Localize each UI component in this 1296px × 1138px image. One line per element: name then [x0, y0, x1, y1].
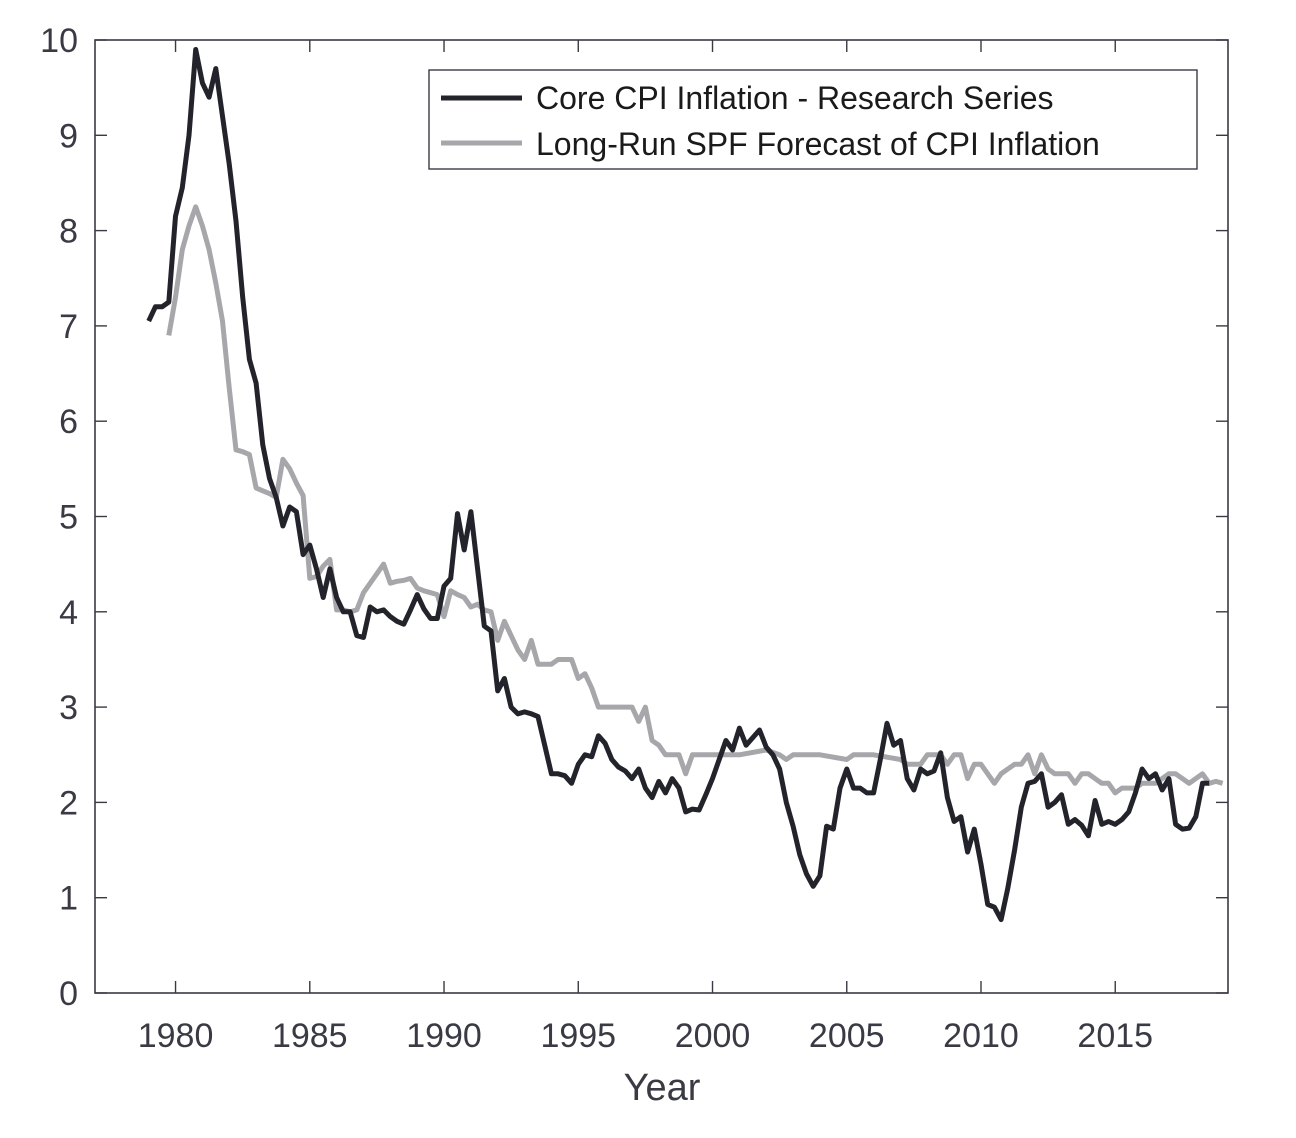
y-tick-label: 3	[59, 689, 78, 727]
y-tick-label: 7	[59, 308, 78, 346]
series-layer	[146, 47, 1224, 923]
legend-label-spf-forecast: Long-Run SPF Forecast of CPI Inflation	[536, 126, 1100, 162]
x-tick-label: 2000	[675, 1017, 751, 1055]
x-tick-label: 2010	[943, 1017, 1019, 1055]
x-tick-label: 1980	[138, 1017, 214, 1055]
y-tick-label: 6	[59, 403, 78, 441]
y-tick-label: 0	[59, 975, 78, 1013]
plot-area	[95, 40, 1228, 993]
legend-box	[428, 69, 1198, 170]
series-line-spf-forecast	[166, 204, 1224, 796]
x-tick-label: 2005	[809, 1017, 885, 1055]
y-tick-label: 10	[40, 22, 78, 60]
x-tick-label: 1995	[540, 1017, 616, 1055]
legend-label-core-cpi: Core CPI Inflation - Research Series	[536, 80, 1054, 116]
ticks-layer: 0 1 2 3 4 5 6 7 8 9 10 1980 1985 1990 1995 2000 2005 2010…	[40, 22, 1228, 1055]
x-axis-title: Year	[624, 1067, 701, 1109]
x-tick-label: 2015	[1077, 1017, 1153, 1055]
x-tick-label: 1985	[272, 1017, 348, 1055]
y-tick-label: 4	[59, 594, 78, 632]
y-tick-label: 9	[59, 117, 78, 155]
legend: Core CPI Inflation - Research Series Lon…	[428, 69, 1198, 170]
x-tick-label: 1990	[406, 1017, 482, 1055]
y-tick-label: 2	[59, 784, 78, 822]
series-line-core-cpi	[146, 47, 1210, 923]
y-tick-label: 8	[59, 213, 78, 251]
y-tick-label: 1	[59, 880, 78, 918]
y-tick-label: 5	[59, 499, 78, 537]
